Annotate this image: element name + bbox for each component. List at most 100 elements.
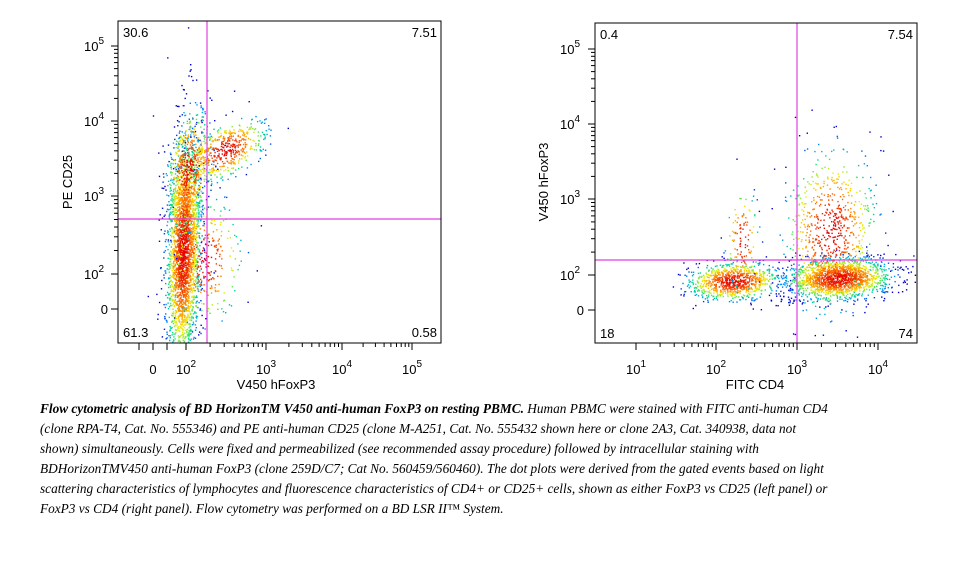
left-event-dot xyxy=(180,334,182,337)
left-event-dot xyxy=(258,160,260,163)
left-event-dot xyxy=(203,229,206,231)
left-event-dot xyxy=(170,279,172,282)
right-event-dot xyxy=(707,284,710,287)
left-event-dot xyxy=(186,230,188,232)
left-event-dot xyxy=(204,328,206,330)
right-event-dot xyxy=(757,288,759,290)
left-event-dot xyxy=(180,248,182,250)
left-event-dot xyxy=(182,258,184,261)
left-event-dot xyxy=(191,241,194,243)
left-event-dot xyxy=(183,253,186,255)
left-event-dot xyxy=(210,222,212,224)
left-event-dot xyxy=(174,217,176,219)
left-event-dot xyxy=(192,131,194,133)
left-event-dot xyxy=(171,172,173,174)
left-event-dot xyxy=(192,272,195,274)
left-event-dot xyxy=(224,162,226,164)
left-event-dot xyxy=(190,75,193,78)
left-event-dot xyxy=(172,266,175,268)
left-event-dot xyxy=(216,229,218,231)
left-event-dot xyxy=(197,306,199,309)
left-event-dot xyxy=(174,208,177,210)
left-event-dot xyxy=(183,171,185,173)
left-event-dot xyxy=(190,254,192,256)
left-event-dot xyxy=(232,167,235,169)
left-event-dot xyxy=(249,138,252,141)
left-event-dot xyxy=(231,146,234,148)
left-event-dot xyxy=(265,154,267,156)
left-event-dot xyxy=(191,199,194,201)
left-event-dot xyxy=(187,214,189,216)
left-event-dot xyxy=(180,273,183,275)
right-event-dot xyxy=(727,264,729,266)
left-event-dot xyxy=(177,267,179,269)
left-event-dot xyxy=(198,205,200,207)
left-event-dot xyxy=(172,323,175,325)
left-event-dot xyxy=(185,320,187,322)
left-event-dot xyxy=(238,151,241,153)
left-event-dot xyxy=(198,154,200,156)
left-event-dot xyxy=(185,292,188,294)
right-event-dot xyxy=(803,290,805,292)
left-event-dot xyxy=(185,212,188,214)
left-event-dot xyxy=(205,160,207,162)
left-event-dot xyxy=(191,163,193,165)
right-event-dot xyxy=(727,290,729,292)
left-event-dot xyxy=(171,203,174,206)
left-event-dot xyxy=(259,150,262,152)
left-event-dot xyxy=(184,97,186,100)
left-event-dot xyxy=(261,121,263,123)
left-event-dot xyxy=(186,274,189,276)
left-event-dot xyxy=(226,196,228,199)
left-event-dot xyxy=(188,270,191,273)
left-event-dot xyxy=(183,187,185,189)
left-event-dot xyxy=(181,254,183,256)
left-event-dot xyxy=(166,174,168,177)
left-event-dot xyxy=(230,160,232,162)
right-event-dot xyxy=(758,283,760,286)
left-event-dot xyxy=(210,180,213,183)
left-event-dot xyxy=(184,216,186,219)
left-event-dot xyxy=(217,148,219,150)
left-event-dot xyxy=(182,246,184,248)
left-event-dot xyxy=(195,196,198,199)
left-event-dot xyxy=(183,263,185,265)
right-event-dot xyxy=(693,291,696,293)
left-event-dot xyxy=(191,300,193,303)
right-event-dot xyxy=(832,280,834,282)
left-event-dot xyxy=(203,128,205,130)
left-event-dot xyxy=(225,132,227,134)
left-event-dot xyxy=(195,207,197,210)
left-event-dot xyxy=(174,239,177,242)
left-event-dot xyxy=(200,120,203,122)
left-event-dot xyxy=(193,219,196,221)
left-event-dot xyxy=(184,256,186,259)
left-event-dot xyxy=(191,331,194,333)
left-event-dot xyxy=(186,279,188,282)
left-event-dot xyxy=(201,256,203,259)
left-event-dot xyxy=(220,157,222,159)
left-event-dot xyxy=(187,341,190,343)
right-event-dot xyxy=(742,285,744,287)
right-event-dot xyxy=(694,291,696,293)
left-event-dot xyxy=(176,166,178,168)
left-event-dot xyxy=(178,142,180,145)
left-event-dot xyxy=(187,306,190,308)
left-event-dot xyxy=(213,128,215,130)
right-event-dot xyxy=(853,296,856,298)
left-event-dot xyxy=(191,169,194,171)
left-event-dot xyxy=(185,219,187,222)
left-event-dot xyxy=(181,237,183,240)
left-event-dot xyxy=(239,144,241,146)
left-event-dot xyxy=(192,263,194,265)
left-event-dot xyxy=(166,268,168,270)
right-event-dot xyxy=(708,291,710,293)
left-event-dot xyxy=(169,204,172,206)
left-event-dot xyxy=(194,237,196,239)
right-event-dot xyxy=(695,263,698,265)
right-event-dot xyxy=(741,286,743,289)
left-event-dot xyxy=(187,27,190,29)
left-event-dot xyxy=(179,208,181,211)
left-event-dot xyxy=(178,194,180,196)
right-event-dot xyxy=(778,261,780,264)
